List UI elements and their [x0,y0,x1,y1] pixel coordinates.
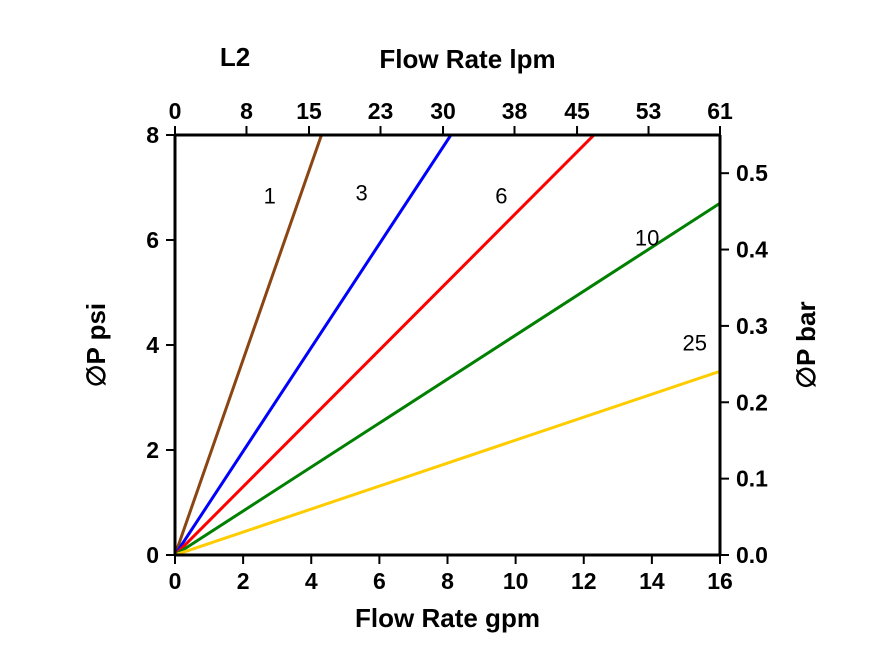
series-label-6: 6 [495,183,507,208]
top-tick-label: 23 [368,98,394,124]
right-y-axis-label: ∅P bar [791,301,821,388]
right-tick-label: 0.0 [736,542,768,568]
bottom-tick-label: 12 [571,568,597,594]
left-tick-label: 8 [146,122,159,148]
top-x-axis-label: Flow Rate lpm [379,44,555,74]
right-tick-label: 0.1 [736,466,768,492]
top-tick-label: 8 [240,98,253,124]
bottom-tick-label: 8 [441,568,454,594]
top-tick-label: 30 [430,98,456,124]
left-tick-label: 0 [146,542,159,568]
top-tick-label: 61 [707,98,733,124]
bottom-tick-label: 16 [707,568,733,594]
bottom-tick-label: 0 [169,568,182,594]
right-tick-label: 0.4 [736,237,768,263]
series-label-10: 10 [635,225,659,250]
bottom-tick-label: 14 [639,568,665,594]
left-tick-label: 4 [146,332,159,358]
right-tick-label: 0.5 [736,160,768,186]
top-tick-label: 53 [636,98,662,124]
left-y-axis-label: ∅P psi [81,303,111,387]
pressure-flow-chart: 1361025 02468101214160815233038455361024… [0,0,874,648]
bottom-tick-label: 2 [237,568,250,594]
series-label-3: 3 [356,181,368,206]
right-tick-label: 0.2 [736,389,768,415]
bottom-tick-label: 4 [305,568,318,594]
right-tick-label: 0.3 [736,313,768,339]
top-tick-label: 38 [502,98,528,124]
left-tick-label: 2 [146,437,159,463]
top-tick-label: 45 [564,98,590,124]
top-tick-label: 0 [169,98,182,124]
series-label-1: 1 [264,183,276,208]
top-tick-label: 15 [296,98,322,124]
series-label-25: 25 [683,330,707,355]
chart-title-l2: L2 [220,42,250,72]
left-tick-label: 6 [146,227,159,253]
bottom-tick-label: 10 [503,568,529,594]
bottom-x-axis-label: Flow Rate gpm [355,603,540,633]
bottom-tick-label: 6 [373,568,386,594]
